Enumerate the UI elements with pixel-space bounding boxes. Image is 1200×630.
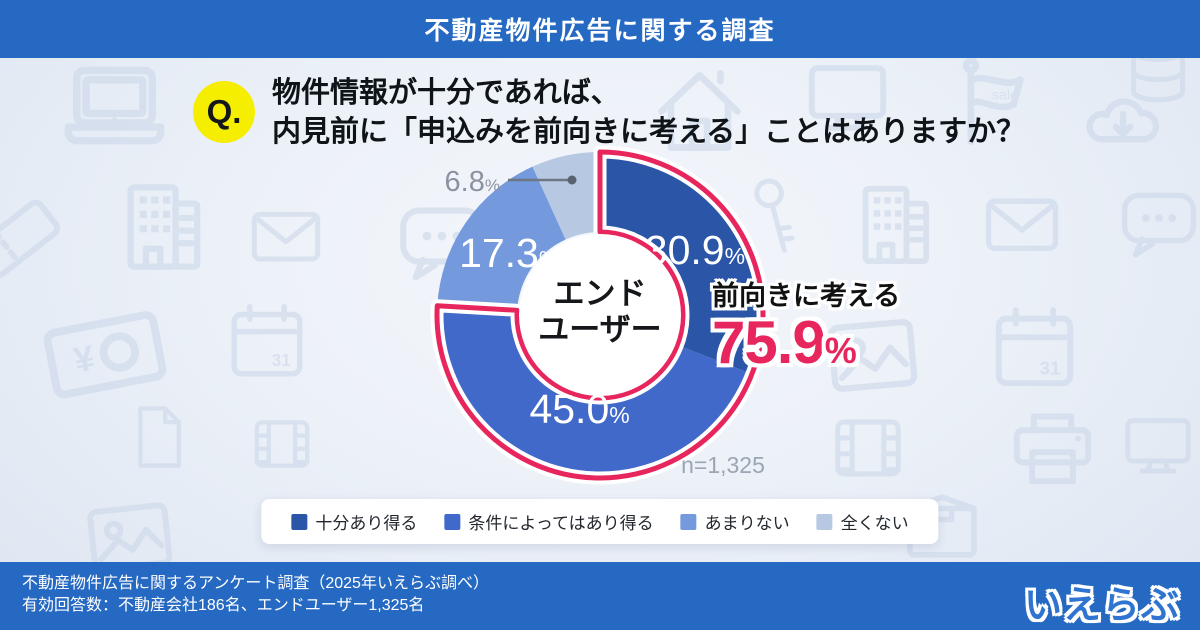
- source-line2: 有効回答数：不動産会社186名、エンドユーザー1,325名: [22, 597, 425, 614]
- footer-bar: 不動産物件広告に関するアンケート調査（2025年いえらぶ調べ） 有効回答数：不動…: [0, 562, 1200, 630]
- ierabu-logo: いえらぶ: [1023, 585, 1180, 627]
- leader-dot: [567, 175, 577, 185]
- slice-value-label: 30.9%: [645, 227, 745, 273]
- slice-value-label-external: 6.8%: [445, 166, 500, 198]
- pie-slice-1: [436, 305, 752, 479]
- question-line1: 物件情報が十分であれば、: [272, 77, 620, 109]
- question-badge: Q.: [193, 81, 255, 143]
- donut-center-label: エンド: [554, 276, 647, 311]
- legend-item: あまりない: [680, 509, 790, 534]
- bg-cloud-icon: [1090, 102, 1156, 140]
- bg-building2-icon: [865, 189, 926, 261]
- bg-speech-bubble2-icon: [1125, 195, 1194, 254]
- legend-swatch: [816, 513, 833, 530]
- bg-envelope-icon: [254, 214, 317, 259]
- legend-swatch: [680, 513, 697, 530]
- question-line2: 内見前に「申込みを前向きに考える」ことはありますか？: [272, 115, 1026, 148]
- question-text: 物件情報が十分であれば、 内見前に「申込みを前向きに考える」ことはありますか？: [272, 74, 1025, 151]
- slice-value-label: 45.0%: [529, 386, 629, 432]
- slice-value-label: 17.3%: [459, 230, 559, 276]
- legend-label: 全くない: [840, 514, 909, 533]
- pie-slice-2: [437, 166, 566, 311]
- bg-printer-icon: [1017, 417, 1088, 482]
- highlight-value: 75.9%: [712, 309, 857, 376]
- highlight-outline: [434, 149, 766, 481]
- legend-label: 十分あり得る: [315, 514, 418, 533]
- bg-film2-icon: [838, 422, 898, 474]
- header-bar: 不動産物件広告に関する調査: [0, 0, 1200, 58]
- bg-monitor2-icon: [1128, 421, 1188, 471]
- legend-label: 条件によってはあり得る: [468, 514, 654, 533]
- donut-center: [519, 234, 681, 396]
- highlight-label: 前向きに考える: [712, 281, 901, 311]
- bg-film-icon: [257, 422, 307, 465]
- bg-calendar-icon: [234, 307, 300, 374]
- bg-envelope2-icon: [989, 201, 1056, 248]
- bg-document-icon: [140, 408, 178, 465]
- chart-legend: 十分あり得る 条件によってはあり得る あまりない 全くない: [261, 499, 939, 544]
- page-title: 不動産物件広告に関する調査: [424, 17, 776, 45]
- legend-item: 全くない: [816, 509, 909, 534]
- bg-ticket-icon: [0, 200, 60, 278]
- donut-chart: エンドユーザー 30.9% 45.0% 17.3% 6.8% n=1,325: [430, 145, 770, 485]
- bg-building-icon: [131, 187, 198, 266]
- pie-slice-3: [532, 152, 600, 240]
- legend-item: 条件によってはあり得る: [444, 509, 654, 534]
- source-note: 不動産物件広告に関するアンケート調査（2025年いえらぶ調べ） 有効回答数：不動…: [22, 573, 489, 617]
- source-line1: 不動産物件広告に関するアンケート調査（2025年いえらぶ調べ）: [22, 575, 489, 592]
- legend-swatch: [291, 513, 308, 530]
- bg-photo-icon: [90, 505, 170, 570]
- sample-size-label: n=1,325: [681, 452, 765, 478]
- legend-swatch: [444, 513, 461, 530]
- legend-label: あまりない: [704, 514, 790, 533]
- question-badge-label: Q.: [206, 93, 242, 130]
- bg-laptop-icon: [68, 70, 160, 140]
- donut-center-label: ユーザー: [538, 312, 661, 347]
- bg-banknote-icon: [46, 314, 164, 396]
- bg-calendar2-icon: [999, 310, 1070, 383]
- highlight-callout: 前向きに考える 75.9%: [712, 274, 900, 373]
- legend-item: 十分あり得る: [291, 509, 417, 534]
